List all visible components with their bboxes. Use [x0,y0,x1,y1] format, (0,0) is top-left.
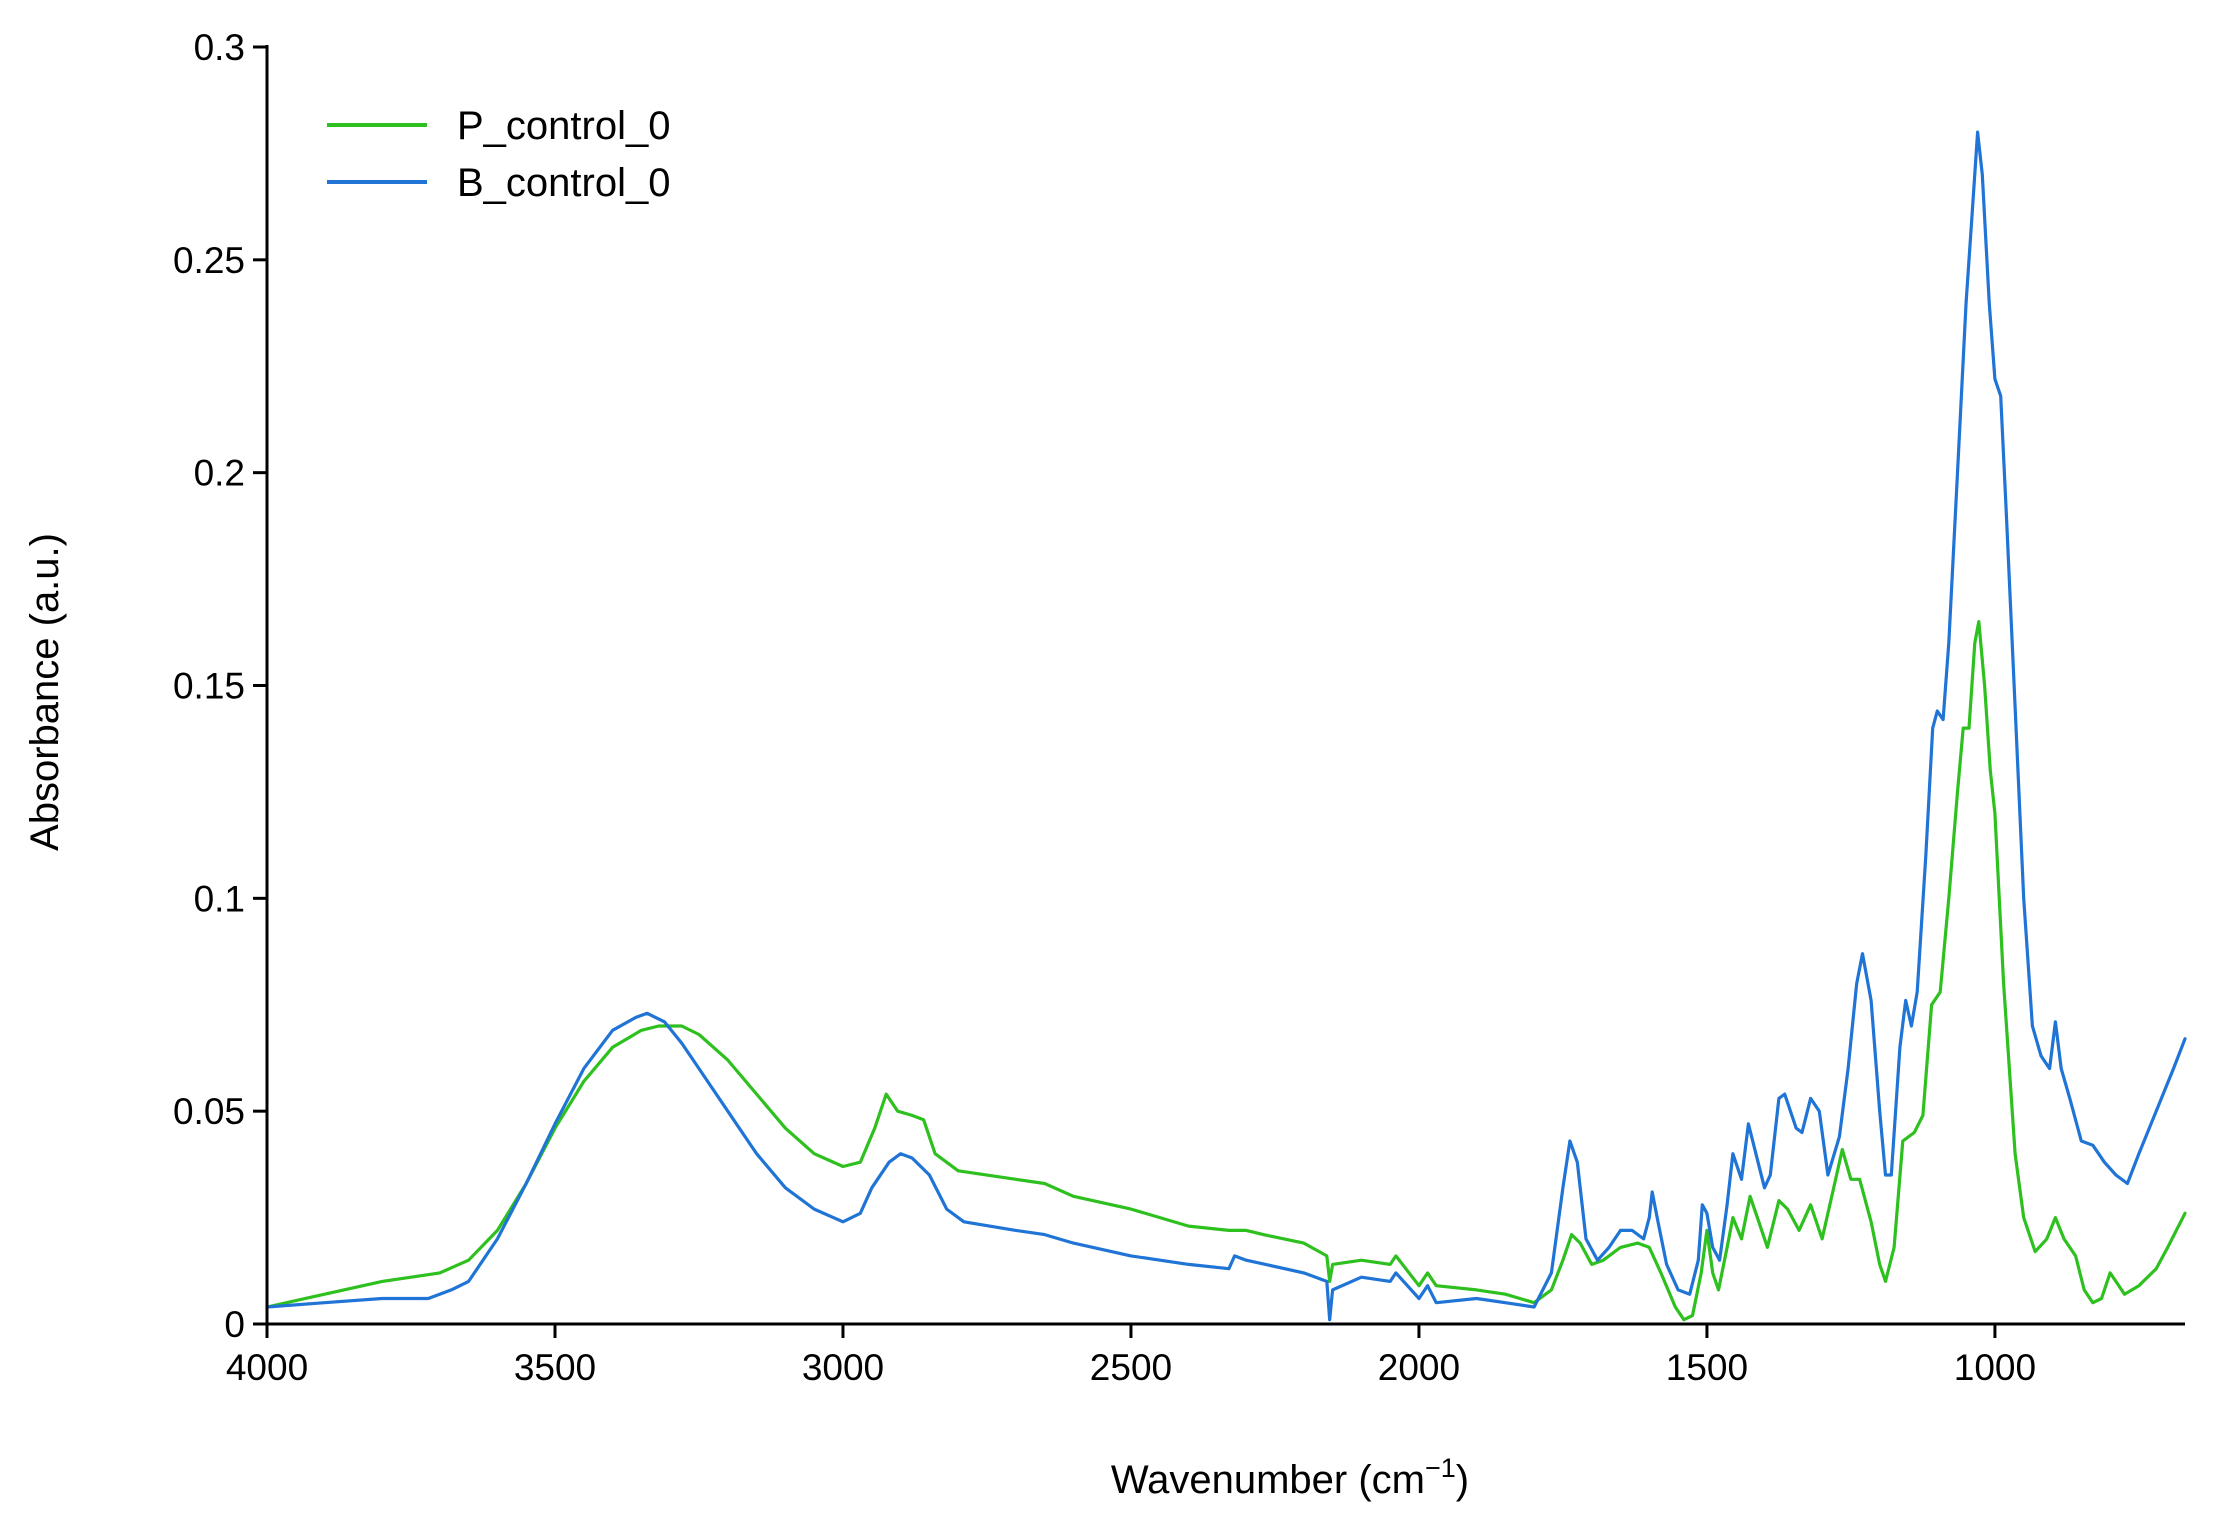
y-axis-title: Absorbance (a.u.) [23,533,67,851]
legend-label: B_control_0 [457,161,670,205]
x-tick-label: 2500 [1090,1347,1172,1388]
x-tick-label: 3500 [514,1347,596,1388]
y-tick-label: 0 [224,1304,245,1345]
series-line-p-control-0 [265,620,2187,1322]
series-line-b-control-0 [265,130,2187,1322]
x-axis-title-main: Wavenumber (cm [1111,1458,1425,1502]
y-tick-label: 0.1 [194,878,245,919]
legend: P_control_0 B_control_0 [327,104,670,205]
x-axis-title-close: ) [1456,1458,1469,1502]
x-tick-label: 1000 [1954,1347,2036,1388]
legend-label: P_control_0 [457,104,670,148]
y-tick-label: 0.3 [194,27,245,68]
y-tick-label: 0.2 [194,453,245,494]
x-axis-title: Wavenumber (cm−1) [1111,1453,1469,1502]
x-ticks: 4000 3500 3000 2500 2000 1500 1000 [226,1324,2036,1388]
plot-area [265,130,2187,1322]
y-tick-label: 0.25 [173,240,245,281]
x-axis-title-superscript: −1 [1425,1453,1456,1483]
x-tick-label: 3000 [802,1347,884,1388]
y-tick-label: 0.15 [173,666,245,707]
x-tick-label: 4000 [226,1347,308,1388]
y-tick-label: 0.05 [173,1091,245,1132]
y-ticks: 0 0.05 0.1 0.15 0.2 0.25 0.3 [173,27,267,1345]
x-tick-label: 1500 [1666,1347,1748,1388]
x-tick-label: 2000 [1378,1347,1460,1388]
